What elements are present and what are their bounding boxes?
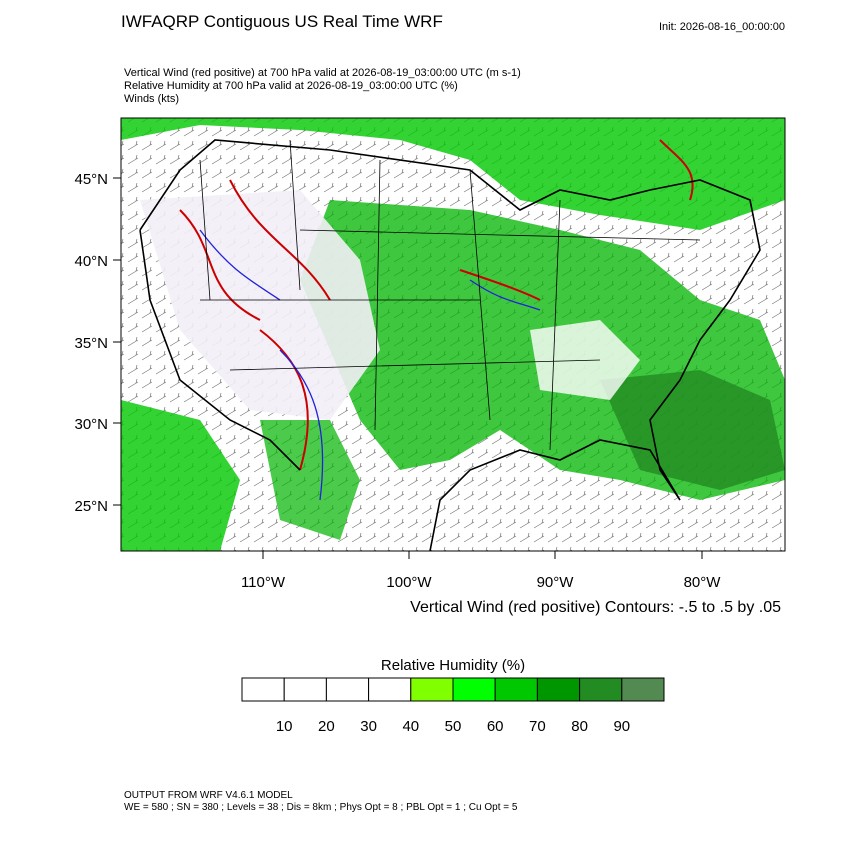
colorbar-box xyxy=(241,677,285,702)
colorbar-box xyxy=(621,677,665,702)
map-frame xyxy=(120,117,786,552)
colorbar-box xyxy=(325,677,370,702)
lat-label: 40°N xyxy=(74,253,108,270)
lat-label: 25°N xyxy=(74,498,108,515)
colorbar-label: 90 xyxy=(613,718,630,735)
map-ticks xyxy=(113,177,703,559)
colorbar-label: 50 xyxy=(445,718,462,735)
footer-line: WE = 580 ; SN = 380 ; Levels = 38 ; Dis … xyxy=(124,802,518,813)
colorbar-label: 70 xyxy=(529,718,546,735)
field-line: Vertical Wind (red positive) at 700 hPa … xyxy=(124,67,521,79)
field-line: Relative Humidity at 700 hPa valid at 20… xyxy=(124,80,458,92)
colorbar-box xyxy=(536,677,581,702)
lon-label: 110°W xyxy=(241,574,286,591)
colorbar-box xyxy=(368,677,412,702)
contour-note: Vertical Wind (red positive) Contours: -… xyxy=(410,599,781,616)
map-field xyxy=(121,118,785,551)
colorbar-box xyxy=(494,677,538,702)
init-time: Init: 2026-08-16_00:00:00 xyxy=(659,21,785,33)
colorbar-label: 80 xyxy=(571,718,588,735)
colorbar-box xyxy=(452,677,496,702)
lat-label: 35°N xyxy=(74,335,108,352)
colorbar-label: 40 xyxy=(402,718,419,735)
lat-label: 45°N xyxy=(74,171,108,188)
field-line: Winds (kts) xyxy=(124,93,179,105)
colorbar-label: 30 xyxy=(360,718,377,735)
colorbar-box xyxy=(283,677,327,702)
title: IWFAQRP Contiguous US Real Time WRF xyxy=(121,12,443,31)
lat-label: 30°N xyxy=(74,416,108,433)
lon-label: 90°W xyxy=(537,574,575,591)
colorbar-title: Relative Humidity (%) xyxy=(381,657,525,674)
colorbar-box xyxy=(410,677,454,702)
lon-label: 80°W xyxy=(684,574,722,591)
lon-label: 100°W xyxy=(386,574,432,591)
colorbar-label: 10 xyxy=(276,718,293,735)
colorbar-label: 20 xyxy=(318,718,335,735)
footer-line: OUTPUT FROM WRF V4.6.1 MODEL xyxy=(124,790,293,801)
colorbar: 10 20 30 40 50 60 70 80 90 xyxy=(241,677,665,735)
colorbar-label: 60 xyxy=(487,718,504,735)
colorbar-box xyxy=(579,677,623,702)
